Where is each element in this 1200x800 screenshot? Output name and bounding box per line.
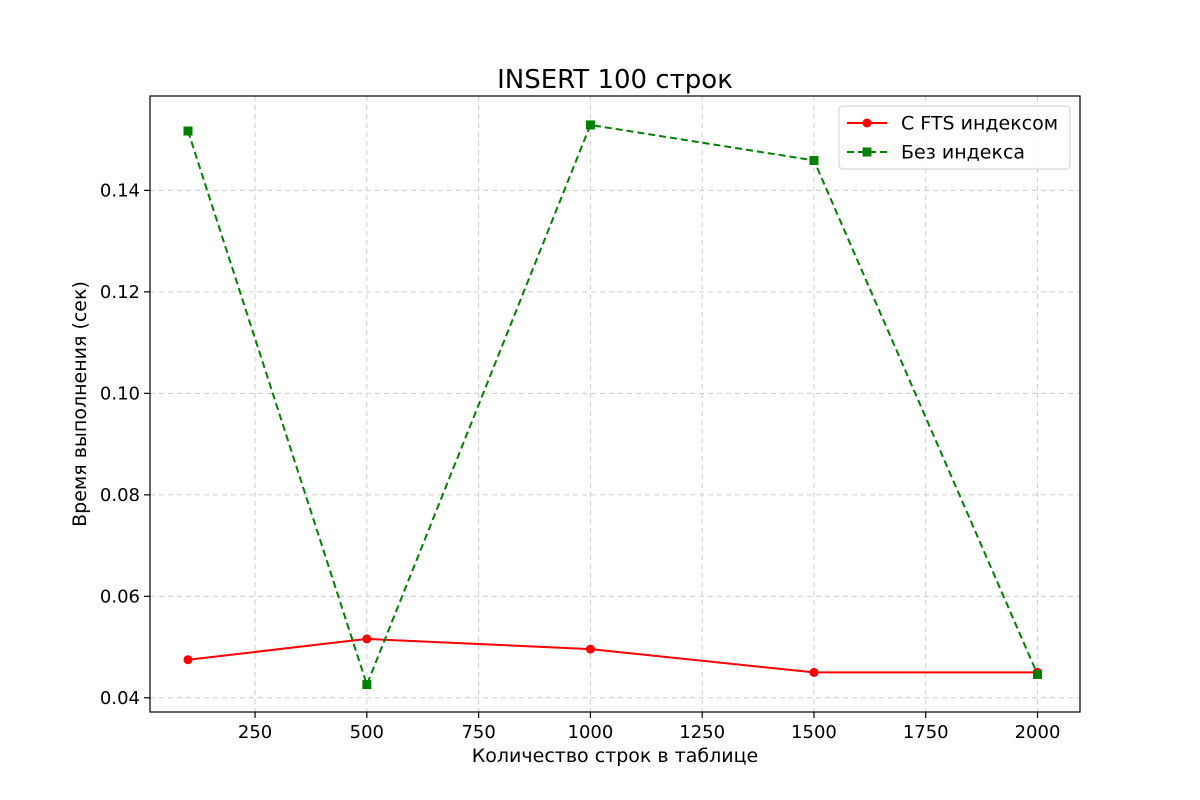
x-tick-label: 500 <box>350 722 384 743</box>
x-tick-label: 250 <box>238 722 272 743</box>
data-point <box>183 126 193 136</box>
legend-box <box>838 105 1071 170</box>
x-tick-label: 1000 <box>568 722 614 743</box>
y-tick-label: 0.08 <box>100 485 140 506</box>
data-point <box>585 120 595 130</box>
legend-items: С FTS индексом Без индекса <box>847 113 1058 164</box>
plot-area-frame <box>149 95 1081 713</box>
series-line <box>187 123 1039 688</box>
x-tick-label: 2000 <box>1015 722 1061 743</box>
y-tick-label: 0.14 <box>100 180 140 201</box>
y-tick-label: 0.04 <box>100 688 140 709</box>
y-tick-label: 0.10 <box>100 383 140 404</box>
axis-ticks: 250 500 750 1000 1250 1500 1750 2000 0.04 0.06 0.0… <box>100 180 1061 743</box>
series-line <box>187 637 1038 674</box>
legend-label: Без индекса <box>901 142 1025 164</box>
data-series <box>183 120 1043 690</box>
x-tick-label: 750 <box>461 722 495 743</box>
y-tick-label: 0.12 <box>100 282 140 303</box>
legend: С FTS индексом Без индекса <box>838 105 1071 170</box>
x-tick-label: 1500 <box>791 722 837 743</box>
series-1 <box>183 634 1043 677</box>
legend-marker <box>862 147 872 157</box>
series-2 <box>183 120 1043 690</box>
data-point <box>585 644 595 654</box>
data-point <box>1033 669 1043 679</box>
x-tick-label: 1750 <box>903 722 949 743</box>
legend-label: С FTS индексом <box>901 113 1058 135</box>
data-point <box>809 155 819 165</box>
legend-marker <box>862 118 872 128</box>
x-axis-label: Количество строк в таблице <box>472 745 758 767</box>
data-point <box>183 655 193 665</box>
data-point <box>362 680 372 690</box>
chart-title: INSERT 100 строк <box>497 65 733 95</box>
y-tick-label: 0.06 <box>100 586 140 607</box>
x-tick-label: 1250 <box>679 722 725 743</box>
legend-item: С FTS индексом <box>847 113 1058 135</box>
y-axis-label: Время выполнения (сек) <box>69 281 91 527</box>
data-point <box>362 634 372 644</box>
data-point <box>809 667 819 677</box>
legend-item: Без индекса <box>847 142 1025 164</box>
grid-lines <box>150 96 1080 712</box>
